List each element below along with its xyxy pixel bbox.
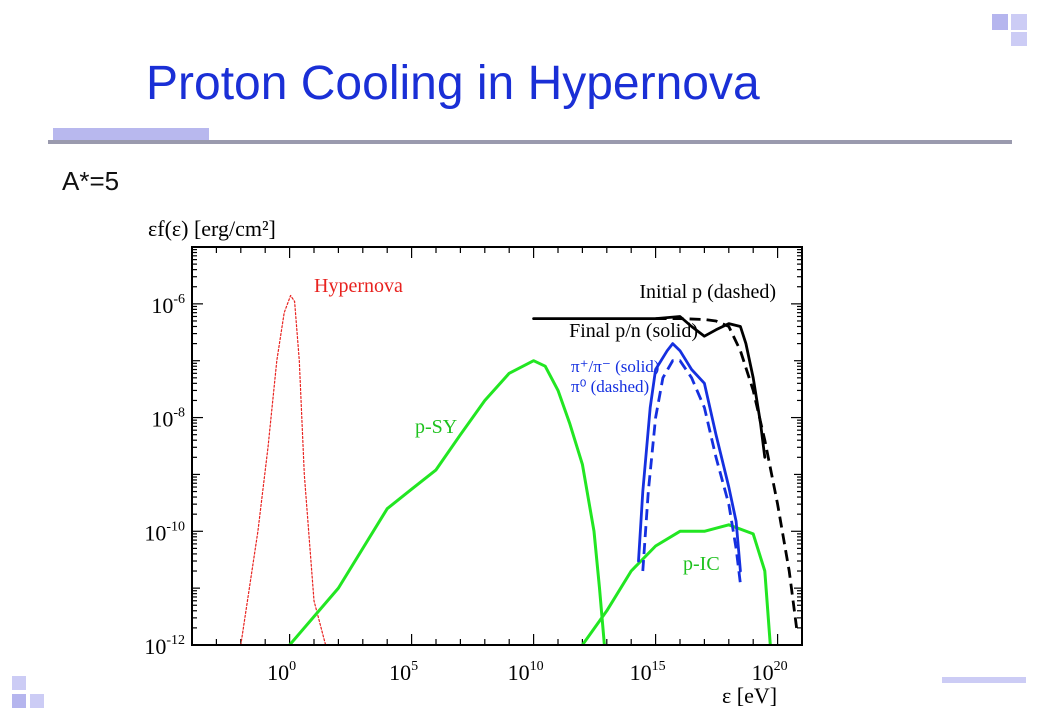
series-line-6 (532, 315, 767, 459)
corner-bar-bottom-right (942, 677, 1026, 683)
y-tick-label: 10-8 (151, 406, 185, 432)
x-tick-label: 1010 (508, 659, 544, 685)
x-axis-label: ε [eV] (722, 683, 777, 708)
x-tick-label: 100 (267, 659, 296, 685)
tick-labels: 100 105 1010 1015 1020 10-6 10-8 10-10 10-12 (144, 292, 787, 685)
title-rule-accent (53, 128, 209, 140)
corner-square-top-b (1011, 14, 1027, 30)
slide-subtitle: A*=5 (62, 166, 120, 196)
y-tick-label: 10-12 (144, 633, 185, 659)
x-tick-label: 1015 (630, 659, 666, 685)
plot-area (191, 246, 803, 646)
annotation-final: Final p/n (solid) (569, 320, 698, 342)
x-tick-label: 105 (389, 659, 418, 685)
annotation-hypernova: Hypernova (314, 275, 403, 297)
annotation-pic: p-IC (683, 553, 720, 575)
y-axis-label: εf(ε) [erg/cm²] (148, 216, 276, 241)
series-layer (240, 294, 798, 645)
annotation-pi1: π⁺/π⁻ (solid) (571, 357, 659, 376)
series-line-0 (240, 294, 327, 645)
series-line-3 (637, 342, 742, 573)
corner-square-bottom-a (12, 676, 26, 690)
series-line-5 (655, 317, 798, 629)
slide-title: Proton Cooling in Hypernova (146, 57, 760, 110)
annotations: Hypernova Initial p (dashed) Final p/n (so… (314, 275, 776, 575)
series-line-4 (641, 359, 742, 584)
title-rule (48, 140, 1012, 144)
corner-square-top-a (992, 14, 1008, 30)
annotation-initial: Initial p (dashed) (639, 281, 776, 303)
tick-marks (191, 247, 803, 646)
y-tick-label: 10-6 (151, 292, 185, 318)
series-line-2 (580, 523, 772, 645)
plot-frame (191, 246, 803, 646)
corner-square-top-c (1011, 32, 1027, 46)
y-tick-label: 10-10 (144, 519, 185, 545)
annotation-psy: p-SY (415, 416, 457, 438)
corner-square-bottom-c (30, 694, 44, 708)
annotation-pi2: π⁰ (dashed) (571, 377, 649, 396)
corner-square-bottom-b (12, 694, 26, 708)
series-line-1 (288, 359, 606, 645)
x-tick-label: 1020 (752, 659, 788, 685)
